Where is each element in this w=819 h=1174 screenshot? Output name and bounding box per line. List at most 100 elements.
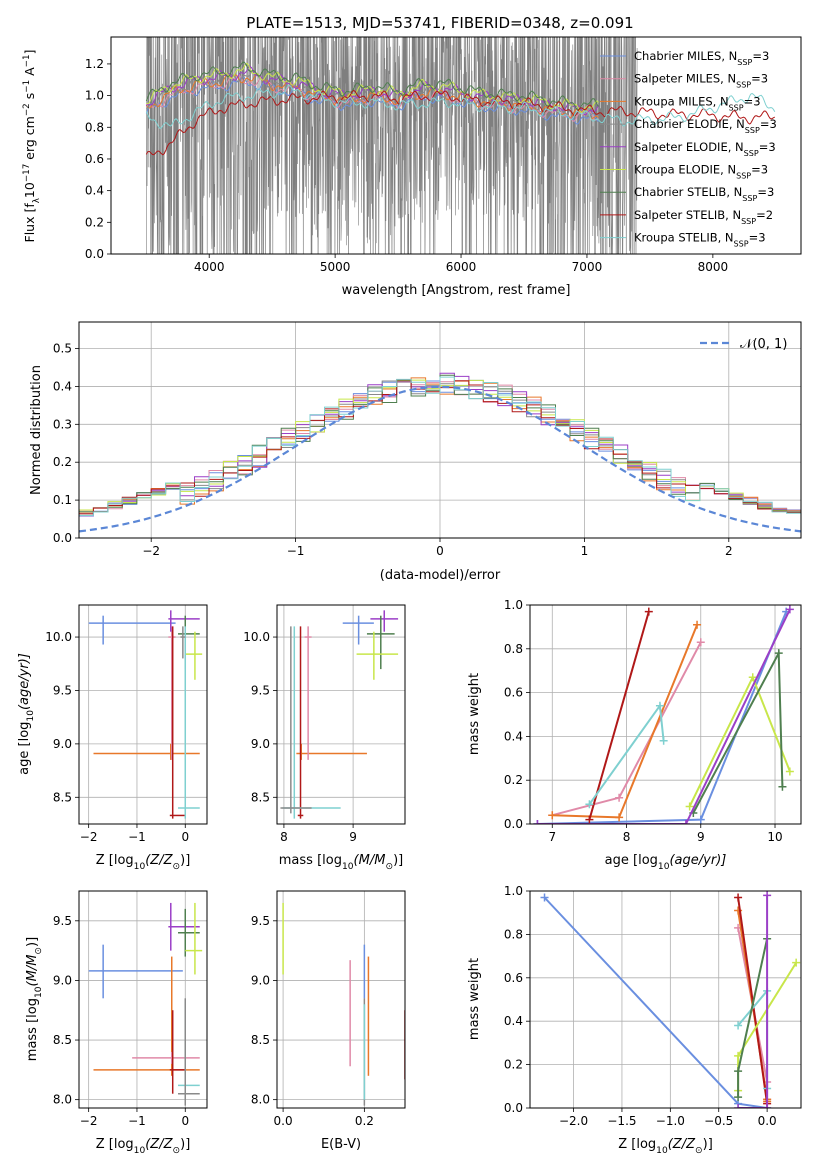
x-tick-label: 0 — [436, 544, 444, 558]
y-tick-label: 0.6 — [504, 686, 523, 700]
y-axis-label: Normed distribution — [29, 365, 44, 495]
legend-label: Salpeter MILES, NSSP=3 — [634, 72, 768, 90]
series-line-salpeter-elodie — [738, 895, 769, 1108]
x-axis-label-part: (M/M — [354, 853, 386, 868]
x-axis-label-part: mass [log — [279, 853, 342, 868]
chart-age_vs_mass: 8 9 8.5 9.0 9.5 10.0 mass [log10(M/M⊙)] — [243, 604, 406, 872]
data-point-marker — [585, 815, 594, 824]
plot-area — [145, 37, 776, 254]
x-axis-label-part: (Z/Z — [145, 853, 173, 868]
x-axis-label-part: ⊙ — [385, 862, 393, 872]
y-axis-label: age [log10(age/yr)] — [17, 653, 36, 775]
x-tick-label: 2 — [725, 544, 733, 558]
data-point-marker — [655, 701, 664, 710]
x-axis-label: mass [log10(M/M⊙)] — [279, 853, 403, 872]
legend-label-part: Kroupa MILES, N — [634, 94, 729, 108]
y-axis-label-part: −17 — [22, 164, 32, 182]
y-axis-label-part: Flux [f — [22, 203, 37, 243]
data-point-marker — [748, 673, 757, 682]
gaussian-curve — [79, 385, 801, 533]
x-axis-label-part: )] — [393, 853, 403, 868]
data-point-marker — [585, 800, 594, 809]
series-line-chabrier-miles — [543, 896, 768, 1108]
series-line-salpeter-stelib — [588, 611, 650, 820]
x-tick-label: 0.2 — [355, 1114, 374, 1128]
data-point-marker — [533, 820, 542, 824]
y-axis-label: mass weight — [467, 958, 482, 1040]
axes-frame — [529, 604, 802, 825]
legend-label-part: Kroupa ELODIE, N — [634, 163, 736, 177]
data-point-marker — [785, 767, 794, 776]
x-axis-label-part: ⊙ — [173, 862, 181, 872]
y-tick-label: 0.1 — [53, 493, 72, 507]
y-axis-label-part: (age/yr)] — [17, 653, 32, 710]
legend-label-part: SSP — [737, 58, 752, 67]
legend-label: Chabrier ELODIE, NSSP=3 — [634, 117, 777, 135]
x-axis-label-part: 10 — [134, 862, 146, 872]
y-tick-label: 0.2 — [85, 215, 104, 229]
legend-label: Kroupa ELODIE, NSSP=3 — [634, 163, 768, 181]
y-tick-label: 0.3 — [53, 417, 72, 431]
y-tick-label: 1.0 — [85, 89, 104, 103]
y-tick-label: 8.5 — [251, 1033, 270, 1047]
y-tick-label: 0.0 — [504, 1101, 523, 1115]
legend-label-part: SSP — [744, 148, 759, 157]
y-tick-label: 8.0 — [251, 1093, 270, 1107]
y-tick-label: 8.0 — [53, 1093, 72, 1107]
data-point-marker — [615, 813, 624, 822]
x-axis-label-part: (age/yr)] — [669, 853, 726, 868]
legend-label-part: =3 — [751, 163, 768, 177]
observed-spectrum-line — [146, 37, 638, 254]
x-axis-label-part: Z [log — [618, 1137, 656, 1152]
legend-label-part: Chabrier STELIB, N — [634, 185, 742, 199]
legend-label-part: Chabrier MILES, N — [634, 49, 737, 63]
x-axis-label: (data-model)/error — [380, 568, 501, 583]
legend-label: 𝒩(0, 1) — [740, 337, 787, 352]
series-line-chabrier-stelib — [692, 649, 784, 814]
y-tick-label: 1.0 — [504, 598, 523, 612]
legend-label-part: SSP — [729, 103, 744, 112]
legend-label: Salpeter STELIB, NSSP=2 — [634, 208, 773, 226]
y-axis-label: mass weight — [467, 673, 482, 755]
y-tick-label: 0.8 — [85, 120, 104, 134]
legend-label-part: =3 — [760, 117, 777, 131]
chart-spectrum: 4000 5000 6000 7000 8000 0.0 0.2 0.4 0.6 0.8 1.0 1.… — [22, 36, 802, 298]
y-tick-label: 0.4 — [504, 729, 523, 743]
legend-label-part: =3 — [759, 140, 776, 154]
x-tick-label: −1.0 — [656, 1114, 685, 1128]
legend-label-part: SSP — [745, 126, 760, 135]
data-point-marker — [763, 891, 772, 900]
x-tick-label: 4000 — [194, 260, 225, 274]
x-tick-label: 0.0 — [758, 1114, 777, 1128]
data-point-marker — [644, 607, 653, 616]
y-tick-label: 8.5 — [53, 790, 72, 804]
y-axis-label-part: −2 — [22, 103, 32, 116]
x-axis-label-part: 10 — [134, 1146, 146, 1156]
x-axis-label-part: )] — [180, 1137, 190, 1152]
y-axis-label-part: λ — [32, 198, 42, 203]
x-axis-label-part: 10 — [658, 862, 670, 872]
y-tick-label: 0.8 — [504, 927, 523, 941]
y-tick-label: 9.5 — [251, 683, 270, 697]
chart-age_vs_Z: −2 −1 08.59.09.510.0Z [log10(Z/Z⊙)]age [lo… — [17, 604, 208, 872]
y-axis-label-part: −1 — [22, 80, 32, 93]
x-axis-label-part: (Z/Z — [668, 1137, 696, 1152]
x-tick-label: 0 — [181, 1114, 189, 1128]
x-axis-label: E(B-V) — [321, 1137, 361, 1152]
data-point-marker — [785, 605, 794, 614]
data-point-marker — [774, 649, 783, 658]
y-tick-label: 0.0 — [504, 817, 523, 831]
legend-label-part: =3 — [749, 231, 766, 245]
x-axis-label-part: 10 — [656, 1146, 668, 1156]
axes-frame — [78, 604, 208, 825]
plot-area — [530, 605, 801, 824]
legend-label-part: =2 — [756, 208, 773, 222]
plot-layer: 4000 5000 6000 7000 80000.00.20.40.60.81.01.… — [17, 36, 802, 1156]
x-axis-label-part: 10 — [342, 862, 354, 872]
chart-mass_vs_Z: −2 −1 08.08.59.09.5Z [log10(Z/Z⊙)]mass [lo… — [25, 890, 208, 1156]
y-axis-label-part: 10 — [26, 710, 36, 722]
data-point-marker — [734, 893, 743, 902]
x-tick-label: −1 — [287, 544, 305, 558]
x-tick-label: −1 — [128, 830, 146, 844]
data-point-marker — [734, 1093, 743, 1102]
